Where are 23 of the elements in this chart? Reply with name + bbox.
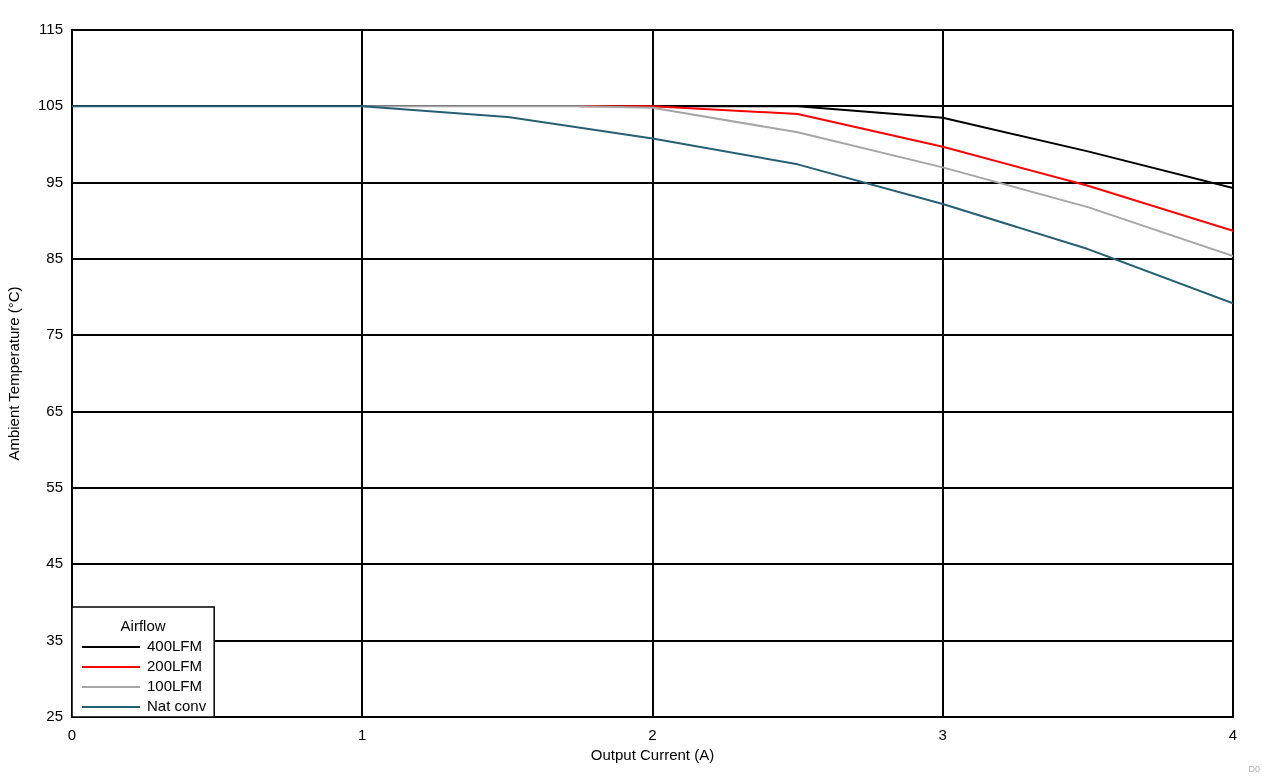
legend-label: 200LFM (147, 657, 203, 675)
legend-label: 400LFM (147, 637, 203, 655)
text: D0 (1248, 763, 1260, 774)
x-tick-label: 2 (648, 726, 657, 744)
x-tick-label: 3 (938, 726, 947, 744)
x-tick-label: 0 (67, 726, 77, 744)
y-tick-label: 105 (37, 96, 63, 114)
x-axis-title: Output Current (A) (590, 746, 715, 764)
y-tick-label: 65 (46, 401, 63, 419)
y-tick-label: 45 (46, 554, 63, 572)
legend-label: Nat conv (147, 697, 207, 715)
y-tick-label: 95 (46, 172, 63, 190)
y-tick-label: 75 (46, 325, 63, 343)
legend-title: Airflow (120, 617, 166, 635)
y-axis-title: Ambient Temperature (°C) (5, 286, 23, 461)
y-tick-label: 35 (46, 630, 63, 648)
x-tick-label: 4 (1228, 726, 1238, 744)
y-tick-label: 25 (46, 707, 63, 725)
y-tick-label: 115 (39, 20, 63, 38)
y-tick-label: 55 (46, 478, 63, 496)
y-tick-label: 85 (46, 249, 63, 267)
x-tick-label: 1 (358, 726, 367, 744)
legend-label: 100LFM (147, 677, 203, 695)
